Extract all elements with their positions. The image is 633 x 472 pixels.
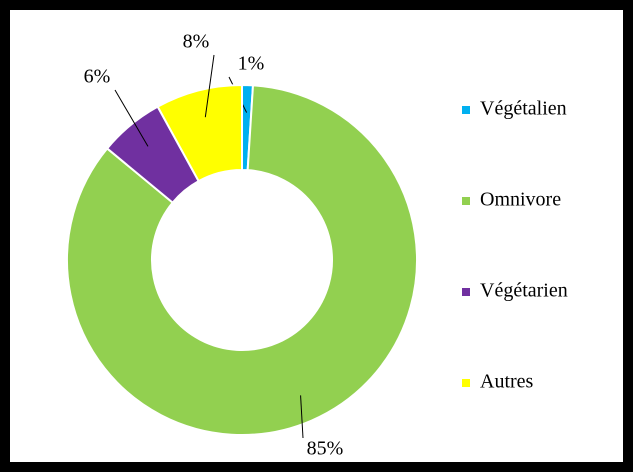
legend-label: Végétarien (480, 280, 568, 302)
legend-label: Omnivore (480, 189, 561, 211)
donut-slice (66, 84, 418, 436)
data-label: 6% (84, 66, 111, 88)
legend-marker (462, 288, 470, 296)
leader-line (114, 89, 149, 147)
legend-marker (462, 106, 470, 114)
donut-slice (156, 83, 243, 183)
legend-label: Autres (480, 371, 534, 393)
data-label: 85% (307, 438, 344, 460)
legend-marker (462, 379, 470, 387)
leader-line (204, 54, 215, 118)
legend-marker (462, 197, 470, 205)
legend-label: Végétalien (480, 98, 567, 120)
data-label: 8% (183, 31, 210, 53)
data-label: 1% (238, 53, 265, 75)
leader-line (300, 395, 304, 439)
